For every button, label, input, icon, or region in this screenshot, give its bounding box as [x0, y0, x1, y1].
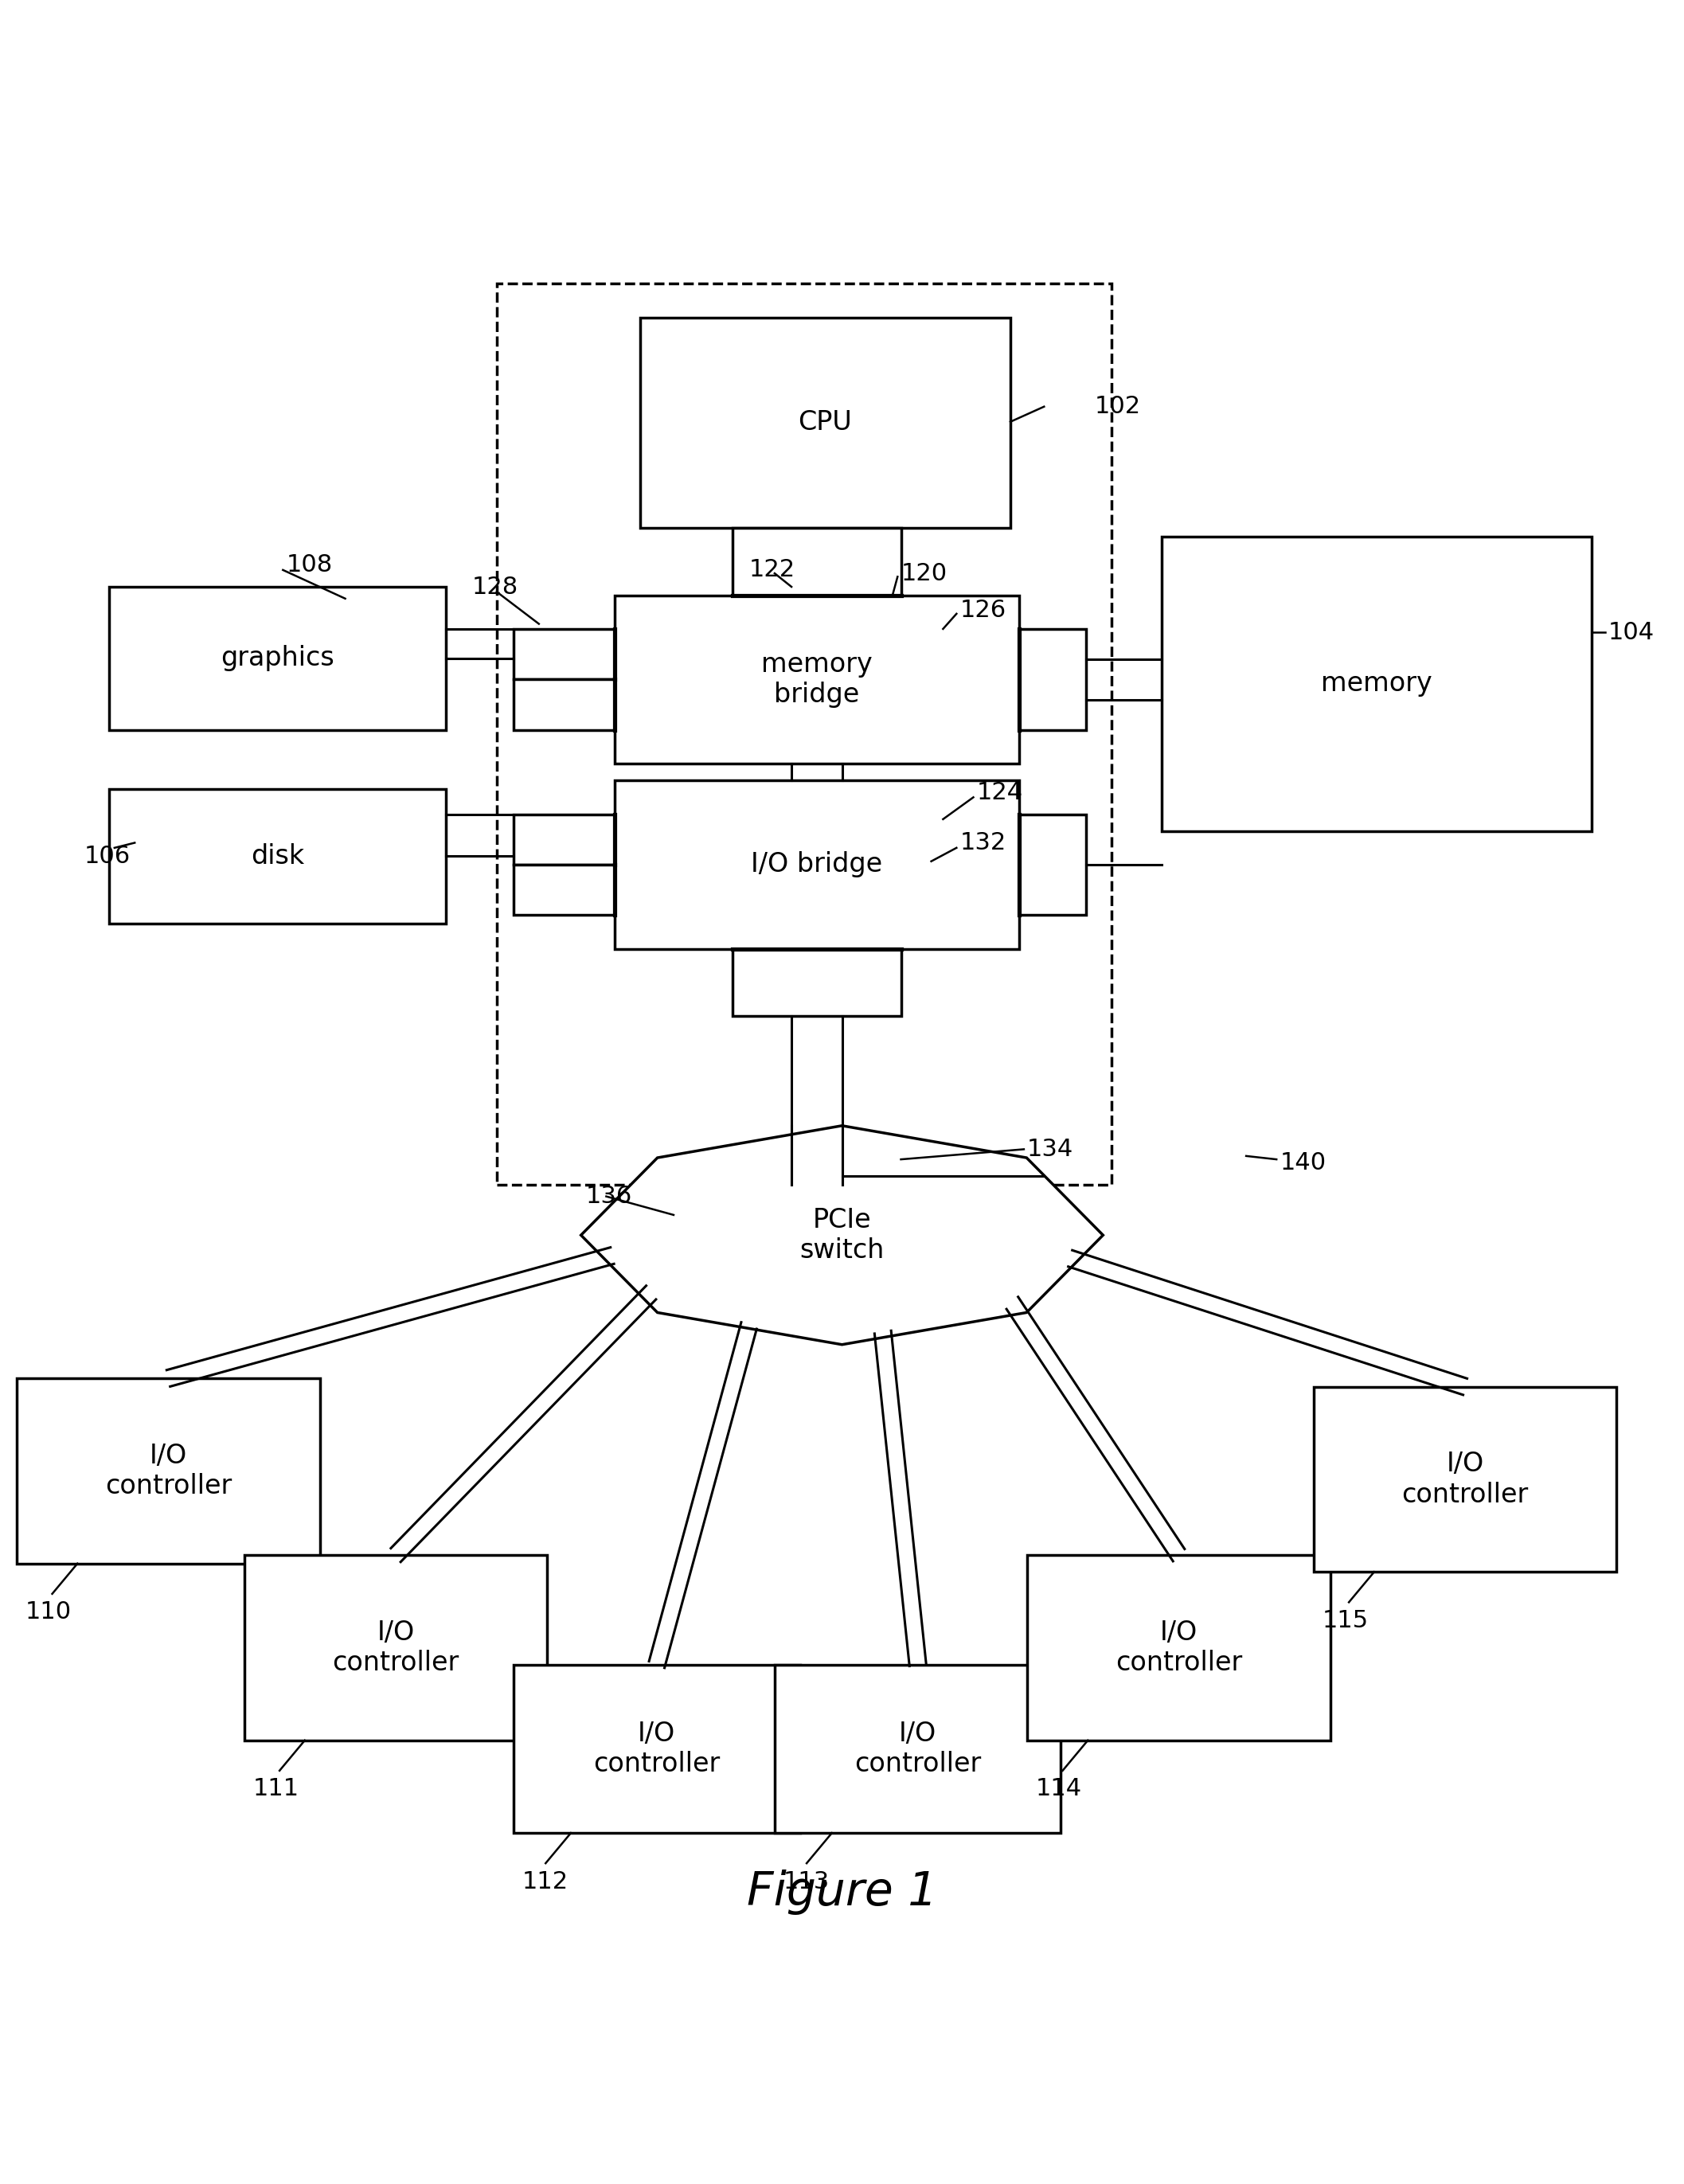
Bar — [17, 1378, 320, 1564]
Text: 115: 115 — [1322, 1610, 1367, 1631]
Text: 134: 134 — [1027, 1138, 1074, 1162]
Text: I/O
controller: I/O controller — [104, 1444, 232, 1498]
Text: 114: 114 — [1036, 1778, 1081, 1800]
Text: CPU: CPU — [798, 408, 852, 437]
Text: 136: 136 — [586, 1186, 633, 1208]
Text: I/O
controller: I/O controller — [854, 1721, 982, 1778]
Text: I/O
controller: I/O controller — [593, 1721, 721, 1778]
Bar — [640, 317, 1010, 529]
Text: 132: 132 — [960, 832, 1007, 854]
Bar — [615, 596, 1019, 764]
Text: 106: 106 — [84, 845, 130, 867]
Bar — [244, 1555, 547, 1741]
Bar — [615, 780, 1019, 948]
Text: 104: 104 — [1608, 620, 1654, 644]
Bar — [514, 679, 615, 729]
Text: 102: 102 — [1095, 395, 1140, 417]
Bar — [1027, 1555, 1330, 1741]
Text: I/O
controller: I/O controller — [332, 1618, 460, 1675]
Text: 128: 128 — [472, 574, 519, 598]
Text: 140: 140 — [1280, 1151, 1325, 1175]
Bar — [1019, 815, 1086, 915]
Bar — [1314, 1387, 1617, 1572]
Bar — [514, 1664, 800, 1832]
Text: 126: 126 — [960, 598, 1005, 622]
Text: 113: 113 — [783, 1870, 830, 1894]
Bar — [109, 587, 446, 729]
Polygon shape — [581, 1125, 1103, 1345]
Text: I/O
controller: I/O controller — [1401, 1450, 1529, 1507]
Text: memory
bridge: memory bridge — [761, 651, 872, 708]
Text: 108: 108 — [286, 553, 333, 577]
Bar — [497, 284, 1111, 1184]
Text: 124: 124 — [977, 780, 1022, 804]
Text: 111: 111 — [253, 1778, 298, 1800]
Text: 122: 122 — [749, 559, 795, 581]
Bar — [733, 948, 901, 1016]
Text: 110: 110 — [25, 1601, 71, 1623]
Text: Figure 1: Figure 1 — [746, 1870, 938, 1915]
Bar — [775, 1664, 1061, 1832]
Text: graphics: graphics — [221, 644, 335, 670]
Bar — [1162, 537, 1591, 830]
Text: 120: 120 — [901, 561, 946, 585]
Bar — [733, 529, 901, 596]
Bar — [1019, 629, 1086, 729]
Text: 112: 112 — [522, 1870, 568, 1894]
Text: I/O
controller: I/O controller — [1115, 1618, 1243, 1675]
Bar — [109, 788, 446, 924]
Text: memory: memory — [1320, 670, 1433, 697]
Bar — [514, 629, 615, 679]
Text: I/O bridge: I/O bridge — [751, 852, 882, 878]
Text: disk: disk — [251, 843, 305, 869]
Text: PCIe
switch: PCIe switch — [800, 1208, 884, 1265]
Bar — [514, 815, 615, 865]
Bar — [514, 865, 615, 915]
